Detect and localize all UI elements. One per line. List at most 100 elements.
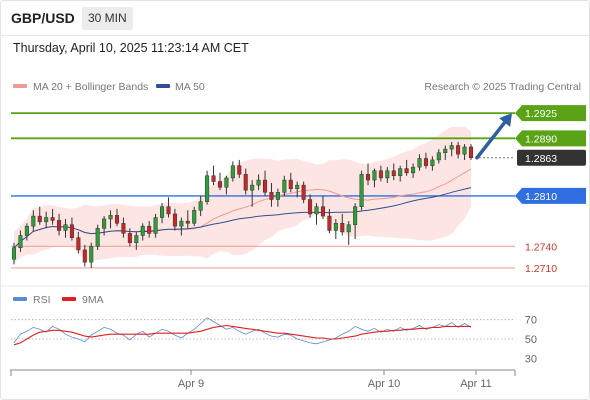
ma9-legend-swatch bbox=[62, 297, 76, 301]
candle bbox=[256, 174, 261, 191]
candle bbox=[185, 210, 190, 229]
rsi-line bbox=[13, 317, 472, 345]
candle bbox=[404, 159, 409, 176]
candle bbox=[153, 213, 158, 238]
candle bbox=[172, 208, 177, 231]
candle bbox=[179, 217, 184, 236]
x-axis-ticks: Apr 9 Apr 10 Apr 11 bbox=[178, 370, 492, 390]
bollinger-legend-label: MA 20 + Bollinger Bands bbox=[33, 81, 148, 93]
candle-body bbox=[153, 217, 158, 234]
candle bbox=[192, 206, 197, 227]
candle bbox=[385, 167, 390, 183]
candle bbox=[211, 165, 216, 186]
rsi-ma9-line bbox=[13, 324, 471, 346]
candle-body bbox=[398, 168, 403, 177]
candle-body bbox=[443, 148, 448, 153]
candle-body bbox=[37, 215, 42, 223]
resistance-level-badge bbox=[515, 105, 586, 122]
candle-body bbox=[269, 192, 274, 200]
candle-body bbox=[250, 184, 255, 191]
candle-body bbox=[275, 192, 280, 200]
candle bbox=[340, 213, 345, 236]
candle-body bbox=[320, 206, 325, 217]
candle bbox=[147, 221, 152, 238]
candle-body bbox=[411, 166, 416, 174]
candle bbox=[282, 175, 287, 196]
candle-body bbox=[185, 220, 190, 224]
candle-body bbox=[237, 165, 242, 175]
candle bbox=[353, 203, 358, 240]
candle bbox=[468, 144, 474, 160]
symbol-title: GBP/USD bbox=[11, 10, 75, 26]
ma50-legend-label: MA 50 bbox=[175, 81, 205, 93]
candle bbox=[11, 242, 17, 265]
candle bbox=[18, 230, 23, 253]
candle bbox=[224, 175, 229, 195]
candle-body bbox=[18, 235, 23, 249]
candle bbox=[121, 217, 126, 238]
resistance-level-badge bbox=[515, 130, 586, 147]
rsi-tick-label: 50 bbox=[525, 334, 537, 346]
candle-body bbox=[462, 146, 467, 155]
candle bbox=[391, 163, 396, 181]
candle-body bbox=[391, 170, 396, 177]
candle bbox=[243, 168, 248, 195]
candle-body bbox=[166, 206, 171, 215]
current-price-label: 1.2863 bbox=[525, 153, 557, 165]
bollinger-band-fill bbox=[14, 126, 471, 264]
candle-body bbox=[314, 206, 319, 215]
candle-body bbox=[230, 165, 235, 179]
rsi-tick-label: 70 bbox=[525, 315, 537, 327]
candle-body bbox=[44, 217, 49, 223]
candle-body bbox=[82, 249, 87, 263]
candle bbox=[24, 223, 29, 241]
source-label: Research © 2025 Trading Central bbox=[424, 81, 581, 93]
candle-body bbox=[346, 224, 351, 233]
candle bbox=[76, 231, 81, 254]
candle-body bbox=[243, 174, 248, 191]
candle bbox=[102, 216, 107, 236]
candle bbox=[63, 218, 68, 238]
candle bbox=[269, 182, 274, 207]
candle bbox=[443, 145, 448, 160]
candle bbox=[417, 154, 422, 171]
candle bbox=[69, 217, 74, 241]
candle-body bbox=[211, 175, 216, 182]
pivot-level-badge bbox=[515, 187, 586, 204]
candle-body bbox=[340, 223, 345, 233]
candle-body bbox=[256, 179, 261, 186]
rsi-tick-label: 30 bbox=[525, 353, 537, 365]
timeframe-badge[interactable]: 30 MIN bbox=[82, 7, 133, 30]
candle bbox=[430, 156, 435, 171]
candle bbox=[205, 170, 210, 205]
level-lines bbox=[11, 112, 515, 269]
timestamp: Thursday, April 10, 2025 11:23:14 AM CET bbox=[13, 41, 249, 55]
candle bbox=[462, 144, 467, 160]
candle bbox=[314, 203, 319, 225]
candle-body bbox=[172, 213, 177, 227]
candle bbox=[436, 149, 441, 164]
rsi-legend-swatch bbox=[13, 297, 27, 301]
candle bbox=[140, 223, 145, 241]
candle bbox=[308, 194, 313, 218]
candle-body bbox=[417, 158, 422, 168]
candle bbox=[89, 242, 94, 268]
candle-body bbox=[436, 152, 441, 161]
candle-body bbox=[333, 223, 338, 231]
candle bbox=[198, 195, 203, 217]
candle-body bbox=[140, 225, 145, 236]
candle-body bbox=[263, 179, 268, 193]
candle-body bbox=[456, 145, 461, 155]
bollinger-band bbox=[14, 126, 471, 264]
candle-body bbox=[404, 168, 409, 174]
candle-body bbox=[76, 237, 81, 251]
candle bbox=[134, 231, 139, 250]
candle-body bbox=[430, 159, 435, 166]
candle-body bbox=[288, 179, 293, 189]
candle-body bbox=[24, 225, 29, 236]
candle bbox=[275, 188, 280, 207]
candle-body bbox=[468, 146, 474, 159]
candle-body bbox=[301, 184, 306, 200]
candle-body bbox=[359, 174, 364, 207]
